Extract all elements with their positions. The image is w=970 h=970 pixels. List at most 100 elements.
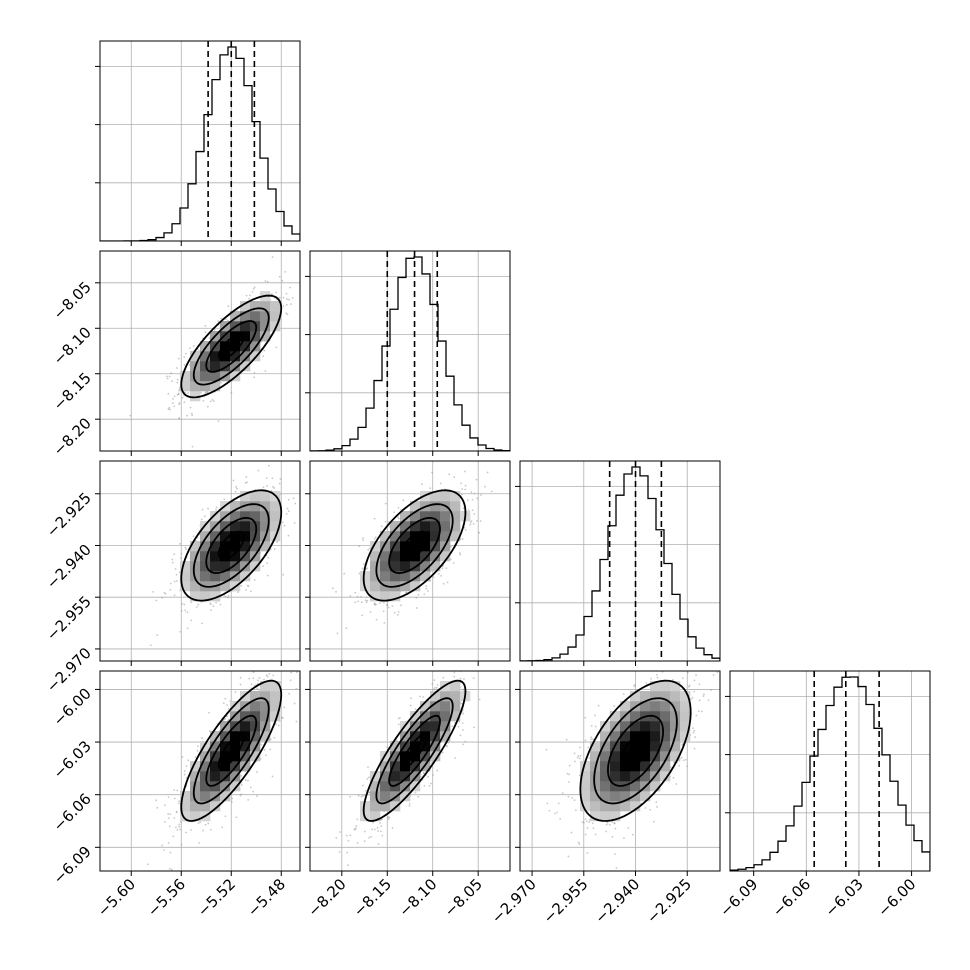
scatter-point-1-0 (285, 292, 288, 295)
scatter-point-1-0 (204, 331, 207, 334)
scatter-point-2-0 (210, 603, 212, 606)
density-cell-1-0 (220, 351, 231, 362)
density-cell-3-1 (410, 721, 421, 732)
scatter-point-1-0 (176, 381, 179, 384)
scatter-point-2-1 (415, 596, 418, 599)
scatter-point-2-0 (266, 485, 268, 487)
scatter-point-1-0 (253, 376, 256, 379)
scatter-point-1-0 (192, 345, 195, 347)
scatter-point-2-0 (281, 521, 284, 524)
scatter-point-2-0 (250, 590, 252, 593)
scatter-point-3-1 (453, 671, 456, 674)
scatter-point-1-0 (172, 398, 174, 400)
density-cell-3-1 (420, 721, 431, 732)
density-cell-3-0 (260, 701, 271, 712)
scatter-point-2-1 (384, 520, 387, 523)
density-cell-2-1 (450, 501, 461, 512)
scatter-point-3-1 (442, 676, 445, 679)
scatter-point-3-1 (462, 743, 465, 746)
scatter-point-3-1 (447, 741, 449, 744)
scatter-point-3-1 (395, 739, 398, 742)
scatter-point-2-1 (415, 607, 418, 609)
density-cell-3-1 (390, 791, 401, 802)
scatter-point-3-0 (185, 777, 188, 779)
density-cell-3-1 (370, 801, 381, 812)
scatter-point-3-1 (466, 659, 468, 661)
scatter-point-1-0 (251, 291, 254, 293)
scatter-point-3-1 (387, 817, 390, 820)
scatter-point-1-0 (166, 375, 168, 378)
scatter-point-1-0 (177, 357, 180, 360)
density-cell-3-0 (230, 781, 241, 792)
scatter-point-3-0 (199, 821, 201, 824)
contour-1-0-1 (205, 320, 258, 373)
scatter-point-3-1 (372, 821, 374, 824)
scatter-point-3-1 (363, 830, 366, 833)
scatter-point-3-0 (179, 828, 182, 831)
density-cell-3-0 (210, 791, 221, 802)
scatter-point-2-0 (201, 622, 204, 625)
scatter-point-2-0 (179, 630, 182, 633)
scatter-point-2-1 (432, 576, 435, 579)
density-cell-3-1 (410, 761, 421, 772)
scatter-point-2-1 (478, 531, 481, 534)
scatter-point-2-0 (310, 482, 312, 484)
density-cell-3-0 (240, 721, 251, 732)
contour-1-0-2 (192, 307, 270, 386)
density-cell-2-0 (250, 541, 261, 552)
density-cell-1-0 (200, 361, 211, 372)
density-cell-3-1 (380, 781, 391, 792)
panel-frame-2-1 (309, 460, 511, 662)
density-cell-2-0 (230, 531, 241, 542)
density-cell-1-0 (200, 381, 211, 392)
scatter-point-2-1 (471, 509, 474, 512)
density-cell-2-0 (210, 561, 221, 572)
scatter-point-2-1 (367, 548, 370, 551)
scatter-point-3-1 (475, 669, 477, 671)
scatter-point-2-0 (215, 506, 218, 509)
density-cell-1-0 (200, 351, 211, 362)
scatter-point-3-0 (175, 811, 178, 814)
scatter-point-3-1 (347, 839, 350, 842)
scatter-point-1-0 (245, 294, 248, 297)
scatter-point-2-1 (364, 599, 367, 602)
scatter-point-2-1 (459, 553, 462, 556)
scatter-point-2-1 (473, 513, 476, 515)
density-cell-1-0 (240, 351, 251, 362)
contour-3-0-2 (192, 697, 270, 805)
scatter-point-3-0 (258, 677, 261, 679)
scatter-point-2-0 (212, 605, 215, 608)
scatter-point-1-0 (183, 356, 186, 358)
density-cell-3-1 (410, 771, 421, 782)
scatter-point-1-0 (248, 297, 250, 300)
scatter-point-1-0 (285, 303, 288, 306)
scatter-point-2-0 (184, 609, 187, 612)
scatter-point-3-0 (183, 770, 186, 772)
density-cell-3-1 (410, 711, 421, 722)
panel-frame-1-0 (99, 250, 301, 452)
density-cell-2-1 (360, 571, 371, 582)
density-cell-3-1 (440, 701, 451, 712)
scatter-point-3-0 (285, 666, 287, 668)
density-cell-1-0 (260, 331, 271, 342)
density-cell-2-1 (430, 531, 441, 542)
scatter-point-3-1 (377, 843, 380, 845)
scatter-point-2-1 (349, 595, 352, 597)
density-cell-2-0 (220, 541, 231, 552)
y-tick-label-3-1: −6.06 (50, 790, 95, 835)
scatter-point-3-0 (226, 704, 229, 706)
scatter-point-2-1 (458, 552, 461, 554)
density-cell-3-0 (240, 761, 251, 772)
density-cell-3-1 (440, 711, 451, 722)
scatter-point-3-1 (465, 665, 467, 667)
panel-frame-2-0 (99, 460, 301, 662)
density-cell-2-1 (370, 591, 381, 602)
density-cell-3-0 (210, 741, 221, 752)
density-cell-3-1 (440, 691, 451, 702)
panel-frame-0-0 (99, 40, 301, 242)
scatter-point-1-0 (167, 392, 170, 395)
scatter-point-3-1 (497, 646, 499, 648)
density-cell-2-0 (240, 551, 251, 562)
scatter-point-1-0 (282, 296, 285, 299)
scatter-point-2-1 (354, 601, 357, 604)
